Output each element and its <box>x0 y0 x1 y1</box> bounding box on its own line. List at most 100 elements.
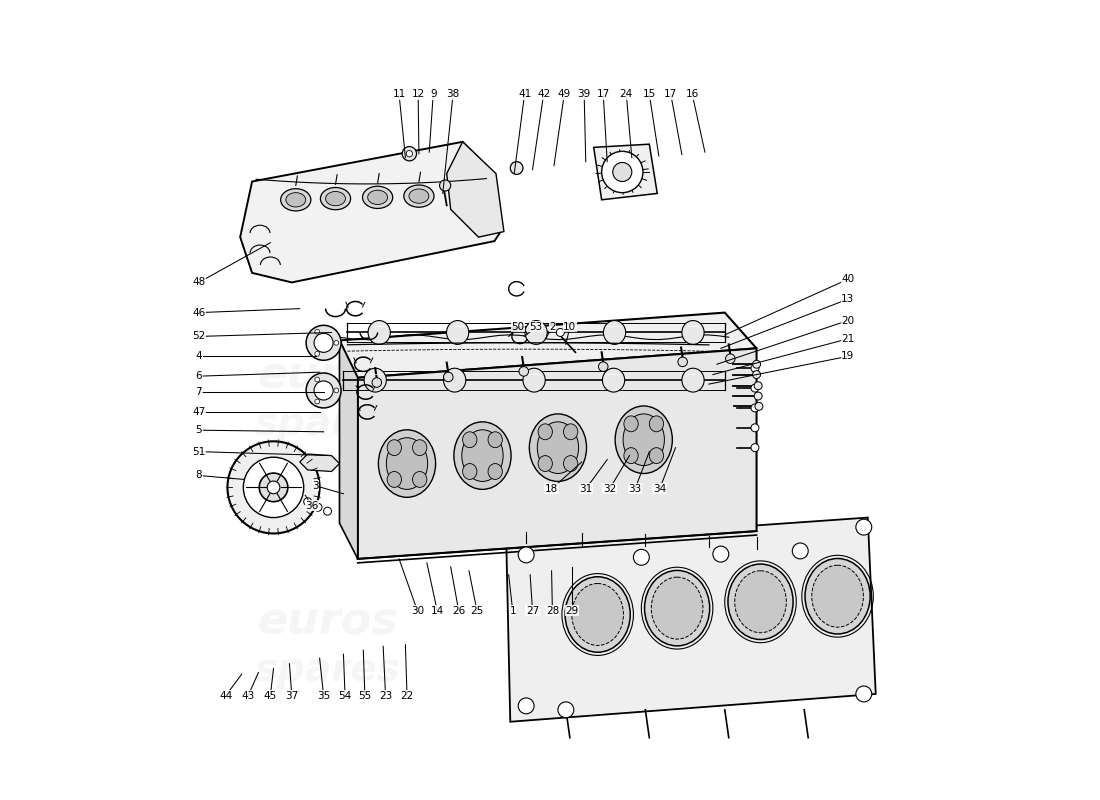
Text: 47: 47 <box>192 407 206 417</box>
Circle shape <box>334 388 339 393</box>
Text: 55: 55 <box>359 690 372 701</box>
Circle shape <box>751 384 759 392</box>
Circle shape <box>443 372 453 382</box>
Text: 42: 42 <box>537 89 550 99</box>
Text: 13: 13 <box>842 294 855 304</box>
Circle shape <box>602 151 642 193</box>
Polygon shape <box>447 142 504 237</box>
Text: euros: euros <box>257 354 398 398</box>
Circle shape <box>751 404 759 412</box>
Text: 6: 6 <box>196 371 202 381</box>
Text: 45: 45 <box>264 690 277 701</box>
Ellipse shape <box>412 471 427 487</box>
Circle shape <box>306 373 341 408</box>
Circle shape <box>315 351 320 356</box>
Ellipse shape <box>651 577 703 639</box>
Polygon shape <box>340 341 358 559</box>
Ellipse shape <box>363 186 393 209</box>
Text: 46: 46 <box>192 308 206 318</box>
Circle shape <box>304 498 311 506</box>
Ellipse shape <box>386 438 428 490</box>
Ellipse shape <box>649 416 663 432</box>
Text: 8: 8 <box>196 470 202 481</box>
Ellipse shape <box>624 416 638 432</box>
Text: 34: 34 <box>653 484 667 494</box>
Polygon shape <box>340 313 757 378</box>
Ellipse shape <box>615 406 672 474</box>
Text: 20: 20 <box>842 315 855 326</box>
Circle shape <box>558 702 574 718</box>
Text: spares: spares <box>254 651 400 689</box>
Text: euros: euros <box>615 601 756 644</box>
Text: 36: 36 <box>305 501 318 510</box>
Ellipse shape <box>280 189 311 211</box>
Text: 33: 33 <box>628 484 641 494</box>
Text: 15: 15 <box>642 89 656 99</box>
Text: 26: 26 <box>452 606 465 615</box>
Circle shape <box>315 330 320 334</box>
Ellipse shape <box>463 432 477 448</box>
Ellipse shape <box>565 577 630 652</box>
Circle shape <box>713 546 728 562</box>
Text: spares: spares <box>254 405 400 443</box>
Ellipse shape <box>454 422 512 490</box>
Text: 5: 5 <box>196 425 202 435</box>
Circle shape <box>243 458 304 518</box>
Text: 31: 31 <box>579 484 593 494</box>
Circle shape <box>755 392 762 400</box>
Polygon shape <box>300 454 340 471</box>
Ellipse shape <box>805 558 870 634</box>
Text: spares: spares <box>612 651 758 689</box>
Text: 14: 14 <box>430 606 443 615</box>
Text: 27: 27 <box>526 606 539 615</box>
Ellipse shape <box>488 432 503 448</box>
Ellipse shape <box>529 414 586 482</box>
Polygon shape <box>506 518 876 722</box>
Circle shape <box>613 162 631 182</box>
Circle shape <box>315 503 322 511</box>
Circle shape <box>598 362 608 371</box>
Circle shape <box>323 507 331 515</box>
Text: 41: 41 <box>518 89 531 99</box>
Ellipse shape <box>735 571 786 633</box>
Text: 38: 38 <box>447 89 460 99</box>
Ellipse shape <box>649 448 663 463</box>
Ellipse shape <box>812 566 864 627</box>
Text: 48: 48 <box>192 278 206 287</box>
Ellipse shape <box>368 321 390 344</box>
Text: 17: 17 <box>596 89 609 99</box>
Text: euros: euros <box>257 601 398 644</box>
Circle shape <box>260 473 288 502</box>
Polygon shape <box>240 142 503 282</box>
Circle shape <box>856 686 872 702</box>
Circle shape <box>306 326 341 360</box>
Circle shape <box>315 381 333 400</box>
Circle shape <box>752 360 760 368</box>
Ellipse shape <box>387 440 402 456</box>
Text: 53: 53 <box>529 322 542 332</box>
Circle shape <box>726 354 735 363</box>
Text: 44: 44 <box>219 690 232 701</box>
Ellipse shape <box>488 463 503 479</box>
Ellipse shape <box>463 463 477 479</box>
Ellipse shape <box>538 424 552 440</box>
Text: 43: 43 <box>242 690 255 701</box>
Text: 49: 49 <box>558 89 571 99</box>
Circle shape <box>518 698 535 714</box>
Text: 40: 40 <box>842 274 855 284</box>
Text: 4: 4 <box>196 351 202 362</box>
Text: 3: 3 <box>312 481 319 490</box>
Circle shape <box>315 334 333 352</box>
Ellipse shape <box>326 191 345 206</box>
Text: 19: 19 <box>842 351 855 362</box>
Ellipse shape <box>563 456 578 471</box>
Ellipse shape <box>412 440 427 456</box>
Ellipse shape <box>645 570 710 646</box>
Ellipse shape <box>682 368 704 392</box>
Ellipse shape <box>623 414 664 466</box>
Circle shape <box>510 162 522 174</box>
Ellipse shape <box>728 564 793 639</box>
Text: 51: 51 <box>192 446 206 457</box>
Ellipse shape <box>572 583 624 646</box>
Ellipse shape <box>682 321 704 344</box>
